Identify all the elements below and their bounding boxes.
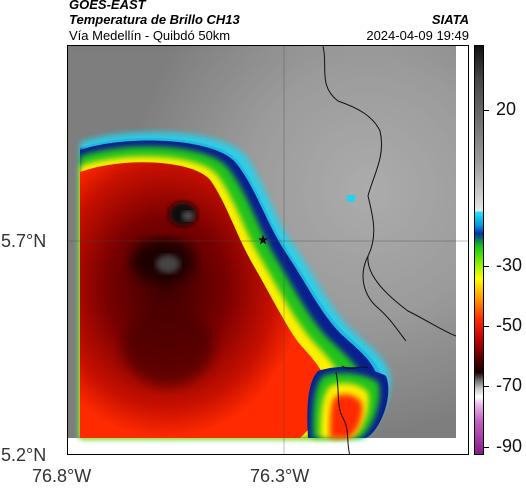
no-data-strip — [68, 438, 468, 454]
lon-label-76-3: 76.3°W — [250, 466, 310, 486]
area-label: Vía Medellín - Quibdó 50km — [69, 28, 231, 43]
organization-label: SIATA — [431, 12, 469, 27]
map-panel[interactable] — [67, 45, 469, 455]
product-title: Temperatura de Brillo CH13 — [69, 12, 240, 27]
colorbar-label-20: 20 — [496, 99, 517, 119]
colorbar — [474, 45, 484, 455]
colorbar-tick — [484, 386, 489, 387]
colorbar-label-minus70: -70 — [496, 375, 523, 395]
river-line — [335, 371, 351, 454]
colorbar-label-minus30: -30 — [496, 255, 523, 275]
cold-pixel — [347, 195, 355, 202]
colorbar-tick — [484, 447, 489, 448]
timestamp-label: 2024-04-09 19:49 — [366, 28, 469, 43]
colorbar-tick — [484, 326, 489, 327]
brightness-temperature-map — [68, 46, 468, 454]
lat-label-5-7: 5.7°N — [1, 231, 47, 251]
colorbar-label-minus90: -90 — [496, 436, 523, 456]
no-data-strip-right — [456, 46, 468, 454]
colorbar-label-minus50: -50 — [496, 315, 523, 335]
satellite-name: GOES-EAST — [69, 0, 146, 12]
colorbar-tick — [484, 110, 489, 111]
border-line — [322, 46, 457, 337]
lat-label-5-2: 5.2°N — [1, 445, 47, 465]
lon-label-76-8: 76.8°W — [32, 466, 92, 486]
colorbar-tick — [484, 266, 489, 267]
location-star-icon[interactable] — [258, 235, 268, 245]
